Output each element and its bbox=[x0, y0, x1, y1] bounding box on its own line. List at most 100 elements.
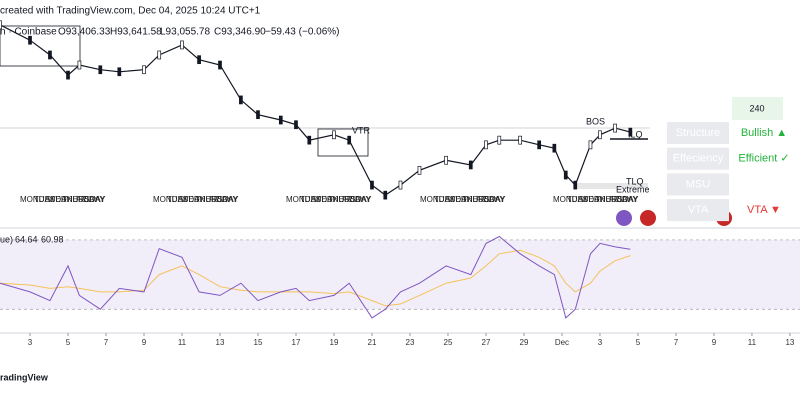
weekday-label: WEDNESDAY bbox=[181, 195, 233, 204]
candle bbox=[537, 140, 542, 150]
weekday-label: THURSDAY bbox=[328, 195, 372, 204]
weekday-label: FRIDAY bbox=[609, 195, 638, 204]
weekday-label: TUESDAY bbox=[434, 195, 472, 204]
change: −59.43 (−0.06%) bbox=[265, 27, 340, 38]
extreme-label: Extreme bbox=[616, 184, 650, 194]
candle bbox=[77, 60, 82, 70]
candle bbox=[256, 110, 260, 120]
panel-label: Effeciency bbox=[673, 153, 724, 165]
x-tick-label: 17 bbox=[292, 338, 301, 347]
weekday-label: FRIDAY bbox=[342, 195, 371, 204]
panel-button bbox=[667, 199, 729, 222]
panel-status: VTA ▼ bbox=[747, 204, 781, 216]
weekday-label: WEDNESDAY bbox=[581, 195, 633, 204]
candle bbox=[573, 180, 578, 190]
panel-status: Efficient ✓ bbox=[738, 153, 789, 165]
candle bbox=[197, 55, 201, 65]
rsi-value: 64.64 bbox=[15, 234, 38, 244]
x-tick-label: 9 bbox=[712, 338, 717, 347]
candle bbox=[157, 50, 162, 60]
x-tick-label: 9 bbox=[142, 338, 147, 347]
candle bbox=[0, 20, 2, 30]
x-tick-label: 11 bbox=[178, 338, 187, 347]
candle bbox=[294, 120, 298, 130]
x-tick-label: 3 bbox=[28, 338, 33, 347]
candle bbox=[588, 140, 593, 150]
tlq-zone bbox=[575, 183, 648, 189]
weekday-label: MONDAY bbox=[153, 195, 188, 204]
candle bbox=[218, 60, 222, 70]
weekday-label: TUESDAY bbox=[567, 195, 605, 204]
candle bbox=[239, 95, 243, 105]
x-tick-label: 21 bbox=[368, 338, 377, 347]
weekday-label: MONDAY bbox=[20, 195, 55, 204]
range-box bbox=[0, 25, 81, 67]
candle bbox=[552, 143, 557, 153]
panel-label: Structure bbox=[676, 127, 721, 139]
weekday-label: FRIDAY bbox=[209, 195, 238, 204]
candle bbox=[444, 155, 448, 165]
low: L93,055.78 bbox=[160, 27, 210, 38]
icon bbox=[616, 210, 632, 226]
candle bbox=[398, 180, 403, 190]
weekday-label: WEDNESDAY bbox=[314, 195, 366, 204]
weekday-label: THURSDAY bbox=[595, 195, 639, 204]
close: C93,346.90 bbox=[214, 27, 266, 38]
candle bbox=[332, 130, 336, 140]
panel-button bbox=[667, 147, 729, 170]
candle bbox=[66, 70, 70, 80]
panel-button bbox=[667, 122, 729, 144]
panel-label: MSU bbox=[686, 178, 711, 190]
candle bbox=[518, 135, 523, 145]
weekday-label: THURSDAY bbox=[462, 195, 506, 204]
candle bbox=[598, 130, 602, 140]
x-tick-label: 13 bbox=[216, 338, 225, 347]
candle bbox=[307, 135, 312, 145]
candle bbox=[484, 140, 488, 150]
candle bbox=[48, 50, 52, 60]
panel-label: VTA bbox=[688, 204, 709, 216]
candle bbox=[468, 160, 473, 170]
weekday-label: MONDAY bbox=[286, 195, 321, 204]
x-tick-label: 7 bbox=[104, 338, 109, 347]
candle bbox=[142, 65, 146, 75]
timeframe: 240 bbox=[749, 103, 764, 113]
x-tick-label: 27 bbox=[482, 338, 491, 347]
open: O93,406.33 bbox=[58, 27, 111, 38]
weekday-label: THURSDAY bbox=[195, 195, 239, 204]
credit: created with TradingView.com, Dec 04, 20… bbox=[0, 6, 261, 17]
panel-status: Bullish ▲ bbox=[741, 127, 787, 139]
rsi-band bbox=[0, 239, 800, 310]
exchange: n · Coinbase bbox=[0, 27, 57, 38]
rsi-line bbox=[0, 235, 631, 319]
weekday-label: THURSDAY bbox=[62, 195, 106, 204]
candle bbox=[563, 170, 568, 180]
candle bbox=[497, 135, 502, 145]
candle bbox=[613, 123, 618, 133]
candle bbox=[117, 67, 122, 77]
rsi-label: ue) bbox=[0, 234, 13, 244]
price-line bbox=[0, 24, 631, 196]
x-tick-label: 3 bbox=[598, 338, 603, 347]
candle bbox=[347, 135, 352, 145]
weekday-label: MONDAY bbox=[553, 195, 588, 204]
weekday-label: WEDNESDAY bbox=[48, 195, 100, 204]
candle bbox=[180, 40, 184, 50]
candle bbox=[383, 190, 388, 200]
weekday-label: FRIDAY bbox=[76, 195, 105, 204]
x-tick-label: 13 bbox=[785, 338, 794, 347]
vtr-label: VTR bbox=[352, 125, 371, 135]
x-tick-label: 5 bbox=[66, 338, 71, 347]
flag-icon bbox=[640, 210, 656, 226]
x-tick-label: 25 bbox=[444, 338, 453, 347]
high: H93,641.58 bbox=[110, 27, 162, 38]
rsi-ma-value: 60.98 bbox=[41, 234, 64, 244]
candle bbox=[370, 180, 374, 190]
x-tick-label: 23 bbox=[406, 338, 415, 347]
bos-label: BOS bbox=[586, 116, 605, 126]
weekday-label: TUESDAY bbox=[300, 195, 338, 204]
x-tick-label: 19 bbox=[330, 338, 339, 347]
weekday-label: TUESDAY bbox=[167, 195, 205, 204]
panel-button bbox=[667, 173, 729, 196]
weekday-label: MONDAY bbox=[420, 195, 455, 204]
